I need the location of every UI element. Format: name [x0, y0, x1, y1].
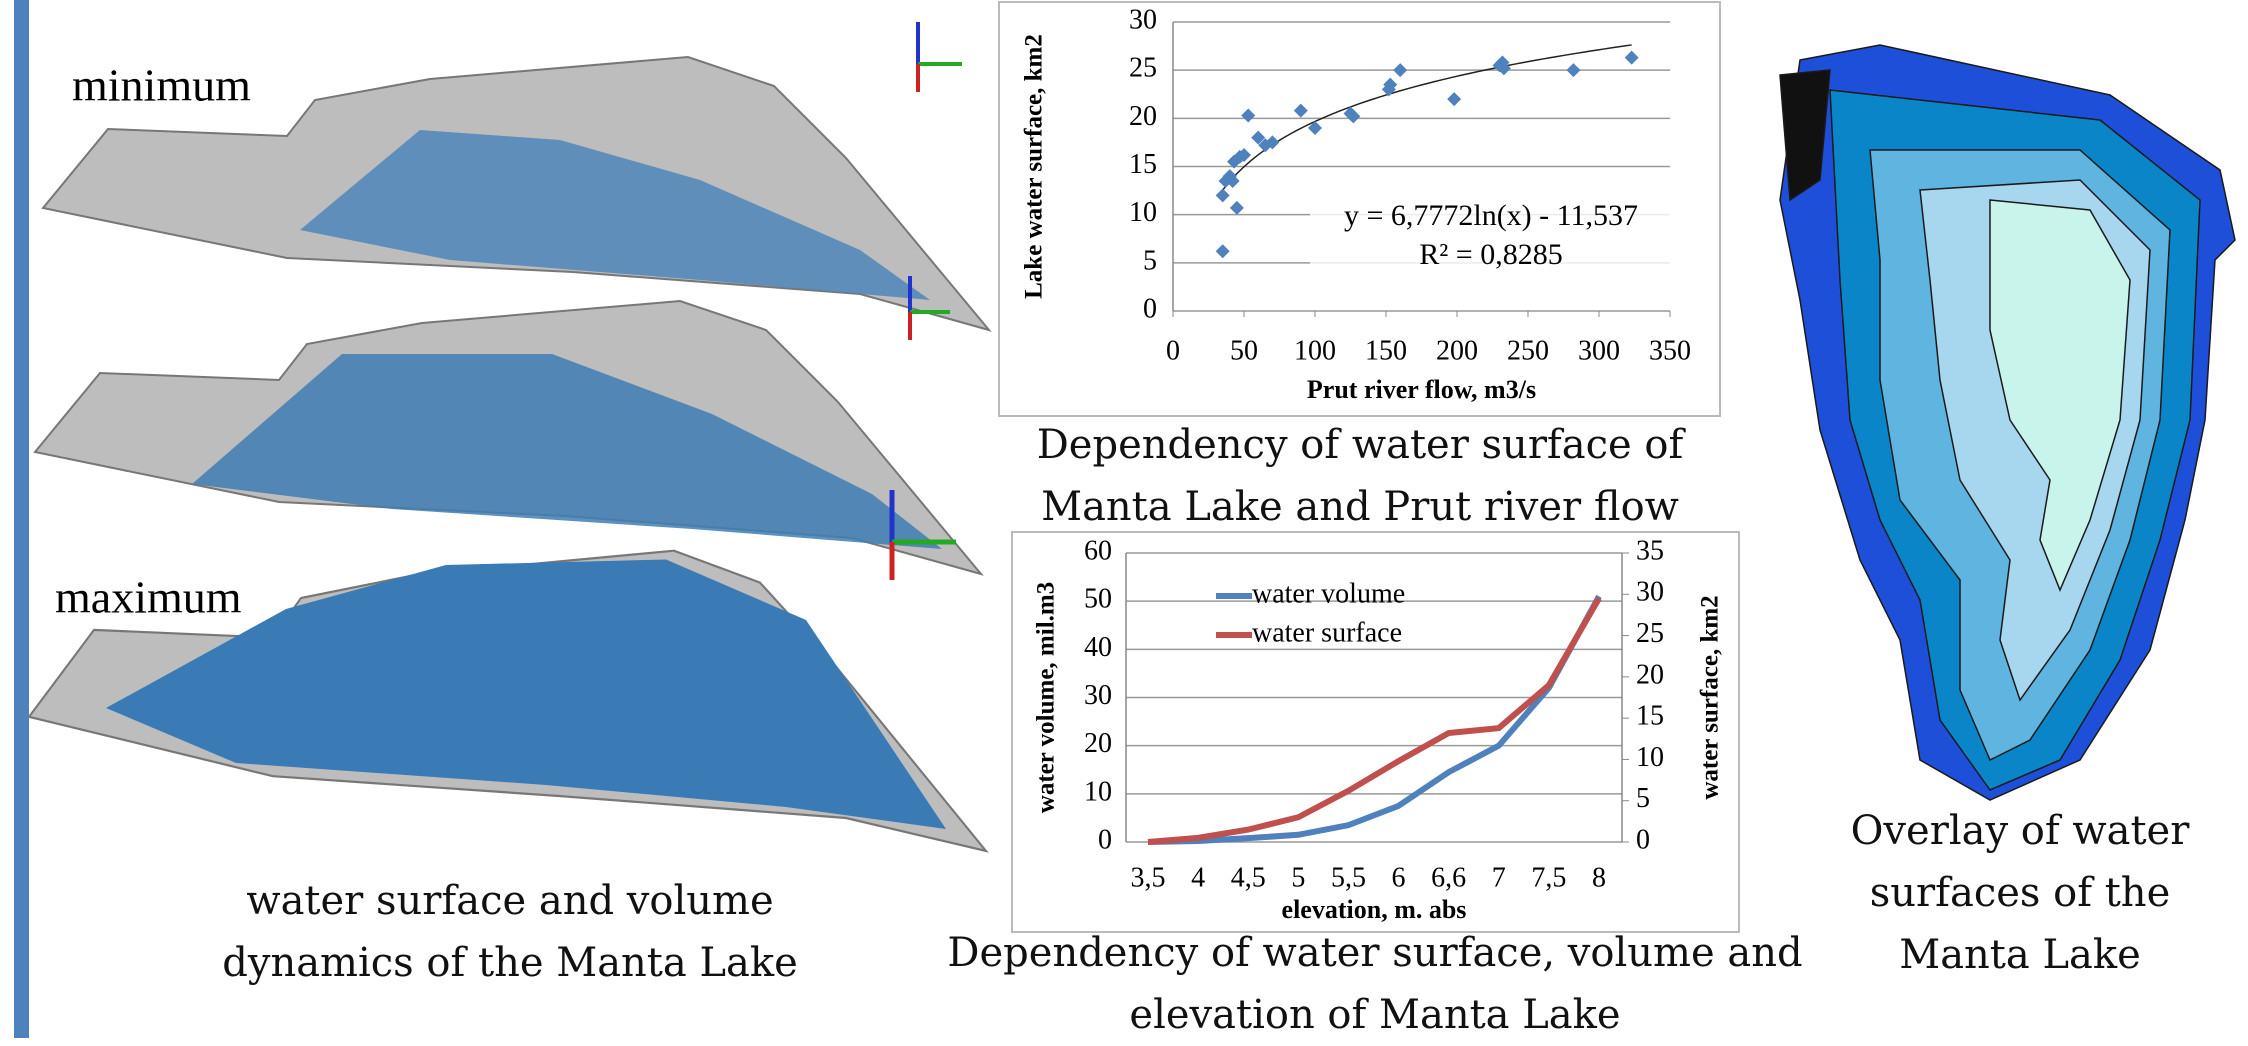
x-tick-label: 5 — [1291, 862, 1305, 893]
y-tick-label: 30 — [1084, 680, 1112, 711]
scatter-point — [1383, 77, 1398, 92]
caption: Dependency of water surface of Manta Lak… — [1036, 422, 1684, 530]
scatter-point — [1229, 200, 1244, 215]
x-tick-label: 6 — [1392, 862, 1406, 893]
caption: Dependency of water surface, volume and … — [947, 930, 1803, 1038]
trend-equation: y = 6,7772ln(x) - 11,537 — [1344, 199, 1638, 232]
y2-tick-label: 25 — [1636, 618, 1664, 649]
y2-tick-label: 10 — [1636, 742, 1664, 773]
x-tick-label: 4 — [1191, 862, 1205, 893]
y-axis-label: Lake water surface, km2 — [1021, 34, 1048, 299]
terrain-min — [41, 55, 992, 332]
scatter-point — [1237, 147, 1251, 162]
terrain-mid — [33, 299, 984, 576]
panel-label: maximum — [55, 572, 242, 623]
scatter-point — [1265, 135, 1280, 150]
trend-r2: R² = 0,8285 — [1419, 238, 1562, 271]
legend-label: water surface — [1252, 617, 1402, 648]
y2-tick-label: 20 — [1636, 659, 1664, 690]
y-tick-label: 10 — [1129, 197, 1157, 228]
scatter-point — [1225, 173, 1240, 188]
x-tick-label: 0 — [1166, 335, 1180, 366]
y-tick-label: 20 — [1084, 728, 1112, 759]
scatter-point — [1241, 108, 1256, 123]
x-tick-label: 4,5 — [1231, 862, 1266, 893]
series-line — [1147, 594, 1602, 845]
y-tick-label: 30 — [1129, 4, 1157, 35]
caption: Overlay of water surfaces of the Manta L… — [1850, 808, 2190, 978]
x-tick-label: 350 — [1649, 335, 1691, 366]
series-line — [1147, 596, 1602, 845]
x-tick-label: 6,6 — [1431, 862, 1466, 893]
scatter-point — [1566, 63, 1581, 78]
y-tick-label: 0 — [1098, 824, 1112, 855]
equation-bg — [1310, 200, 1670, 274]
y-tick-label: 0 — [1143, 293, 1157, 324]
axis-gizmo — [889, 22, 962, 580]
y-axis-label: water volume, mil.m3 — [1033, 582, 1060, 813]
scatter-point — [1251, 130, 1266, 145]
y2-axis-label: water surface, km2 — [1697, 595, 1724, 799]
x-tick-label: 3,5 — [1131, 862, 1166, 893]
chart-frame — [1011, 531, 1740, 933]
x-tick-label: 5,5 — [1331, 862, 1366, 893]
y2-tick-label: 5 — [1636, 783, 1650, 814]
scatter-point — [1293, 103, 1308, 118]
y-tick-label: 40 — [1084, 632, 1112, 663]
y-tick-label: 60 — [1084, 535, 1112, 566]
trendline — [1222, 44, 1632, 191]
scatter-point — [1308, 120, 1322, 135]
y-tick-label: 20 — [1129, 101, 1157, 132]
y-tick-label: 25 — [1129, 53, 1157, 84]
scatter-point — [1624, 50, 1639, 65]
overlay-map — [1779, 44, 2236, 801]
x-tick-label: 250 — [1507, 335, 1549, 366]
terrain-max — [27, 549, 989, 853]
x-tick-label: 300 — [1578, 335, 1620, 366]
y2-tick-label: 35 — [1636, 535, 1664, 566]
x-axis-label: elevation, m. abs — [1282, 895, 1467, 924]
y2-tick-label: 15 — [1636, 701, 1664, 732]
x-tick-label: 50 — [1230, 335, 1258, 366]
x-tick-label: 150 — [1365, 335, 1407, 366]
x-tick-label: 7,5 — [1531, 862, 1566, 893]
y-tick-label: 50 — [1084, 584, 1112, 615]
scatter-point — [1215, 244, 1230, 259]
panel-label: minimum — [72, 60, 251, 111]
scatter-point — [1447, 92, 1462, 107]
caption: water surface and volume dynamics of the… — [222, 878, 798, 986]
scatter-point — [1393, 63, 1408, 78]
y-tick-label: 15 — [1129, 149, 1157, 180]
scatter-point — [1215, 188, 1230, 203]
x-tick-label: 100 — [1294, 335, 1336, 366]
x-axis-label: Prut river flow, m3/s — [1307, 375, 1536, 404]
scatter-point — [1496, 61, 1511, 76]
y-tick-label: 10 — [1084, 776, 1112, 807]
x-tick-label: 200 — [1436, 335, 1478, 366]
y2-tick-label: 0 — [1636, 824, 1650, 855]
accent-bar — [14, 0, 29, 1038]
y2-tick-label: 30 — [1636, 577, 1664, 608]
legend-label: water volume — [1252, 578, 1405, 609]
x-tick-label: 7 — [1492, 862, 1506, 893]
x-tick-label: 8 — [1592, 862, 1606, 893]
y-tick-label: 5 — [1143, 245, 1157, 276]
scatter-point — [1346, 109, 1361, 124]
